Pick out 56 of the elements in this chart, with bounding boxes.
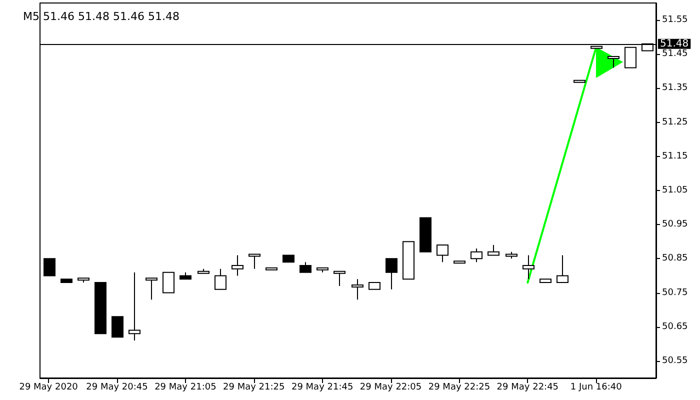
candlestick bbox=[402, 241, 414, 280]
candlestick bbox=[368, 282, 380, 290]
candlestick bbox=[386, 258, 398, 290]
candlestick bbox=[436, 244, 448, 263]
text: M5 51.46 51.48 51.46 51.48 bbox=[23, 10, 180, 23]
x-tick-label: 29 May 21:25 bbox=[223, 382, 285, 392]
candlestick bbox=[94, 282, 106, 334]
y-tick-label: 51.35 bbox=[662, 83, 688, 94]
candlestick bbox=[162, 272, 174, 294]
y-tick-label: 50.55 bbox=[662, 356, 688, 366]
y-tick-label: 50.75 bbox=[662, 288, 688, 298]
candlestick bbox=[522, 254, 534, 280]
x-tick-label: 29 May 21:05 bbox=[154, 382, 216, 392]
candlestick bbox=[78, 278, 90, 284]
candlestick bbox=[232, 254, 244, 276]
y-tick-label: 51.15 bbox=[662, 151, 688, 162]
x-tick-label: 1 Jun 16:40 bbox=[570, 382, 622, 392]
candlestick bbox=[470, 248, 482, 263]
candlestick bbox=[420, 217, 432, 252]
candlestick bbox=[44, 258, 56, 276]
candlestick bbox=[316, 267, 328, 273]
x-tick-label: 29 May 21:45 bbox=[291, 382, 354, 392]
candlestick bbox=[214, 268, 226, 290]
candlestick bbox=[128, 272, 140, 341]
candlestick bbox=[608, 56, 620, 68]
candlestick bbox=[352, 278, 364, 300]
candlestick bbox=[146, 278, 158, 300]
candlestick bbox=[506, 251, 518, 260]
candlestick bbox=[282, 254, 294, 263]
y-tick-label: 51.45 bbox=[662, 49, 688, 60]
y-tick-label: 50.95 bbox=[662, 220, 688, 230]
candlestick bbox=[556, 254, 568, 284]
candlestick bbox=[334, 270, 346, 286]
ref-line-label: 51.48 bbox=[660, 38, 689, 50]
candlestick bbox=[624, 46, 636, 68]
candlestick bbox=[112, 316, 124, 338]
candlestick bbox=[60, 278, 72, 284]
x-tick-label: 29 May 22:05 bbox=[360, 382, 422, 392]
x-tick-label: 29 May 2020 bbox=[19, 382, 78, 392]
candlestick bbox=[454, 260, 466, 264]
candlestick bbox=[540, 278, 552, 284]
candlestick bbox=[248, 254, 260, 270]
candlestick bbox=[266, 267, 278, 270]
candlestick bbox=[300, 262, 312, 273]
candlestick bbox=[198, 268, 210, 274]
y-tick-label: 51.25 bbox=[662, 117, 688, 128]
x-tick-label: 29 May 20:45 bbox=[86, 382, 148, 392]
candlestick bbox=[180, 272, 192, 280]
y-tick-label: 51.55 bbox=[662, 15, 688, 26]
x-tick-label: 29 May 22:45 bbox=[496, 382, 559, 392]
candlestick bbox=[488, 244, 500, 256]
y-tick-label: 50.65 bbox=[662, 322, 688, 332]
candlestick bbox=[574, 80, 586, 83]
y-tick-label: 50.85 bbox=[662, 254, 688, 264]
y-tick-label: 51.05 bbox=[662, 186, 688, 196]
x-tick-label: 29 May 22:25 bbox=[428, 382, 490, 392]
